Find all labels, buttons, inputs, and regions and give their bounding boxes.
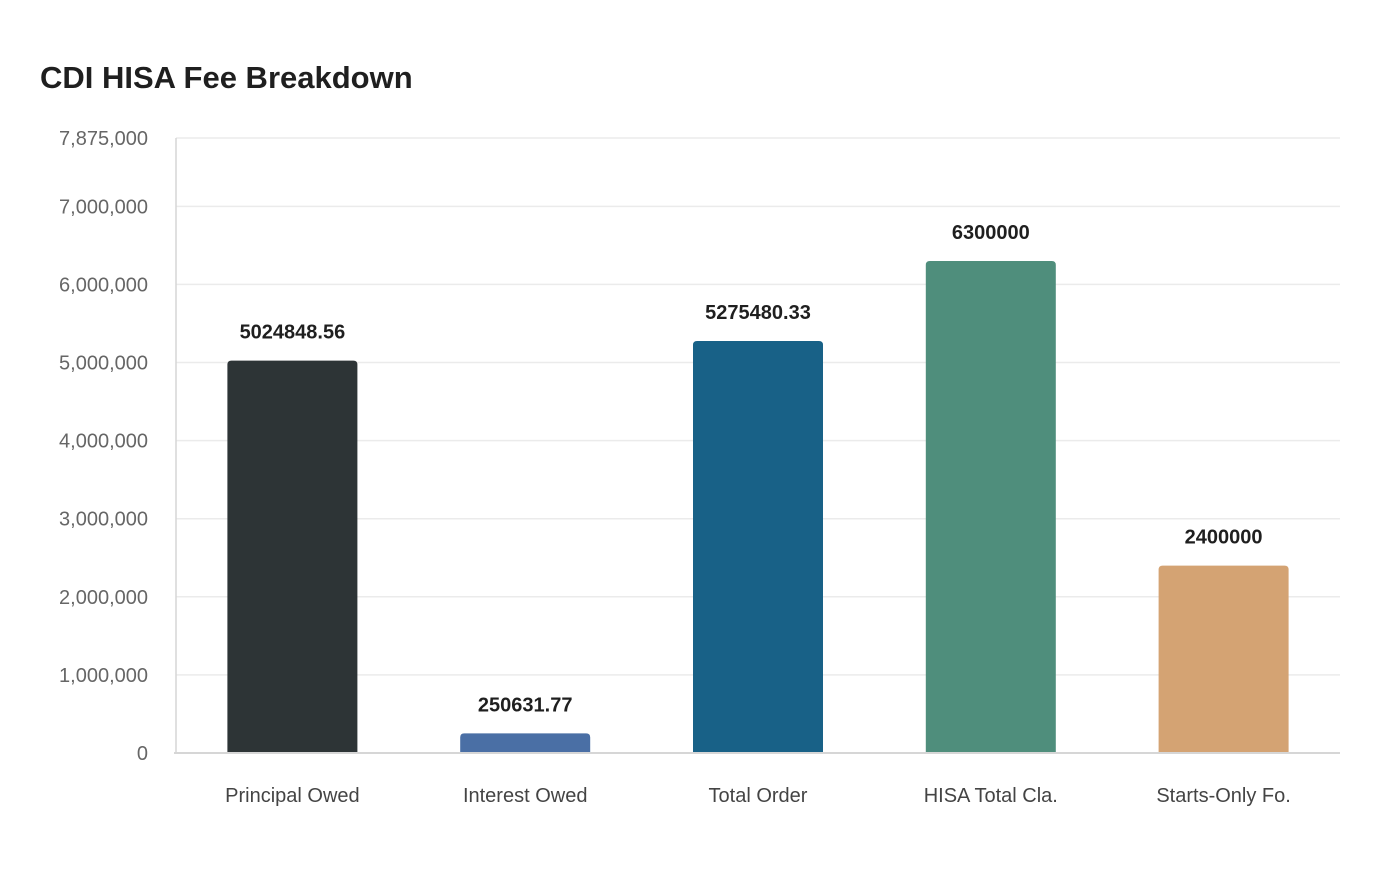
y-tick-label: 0	[137, 743, 148, 765]
y-tick-label: 1,000,000	[59, 665, 148, 687]
x-tick-label: HISA Total Cla.	[924, 785, 1058, 807]
y-tick-label: 3,000,000	[59, 509, 148, 531]
y-tick-label: 7,000,000	[59, 196, 148, 218]
x-tick-label: Total Order	[709, 785, 808, 807]
bar	[925, 261, 1056, 753]
bar	[227, 360, 358, 753]
y-tick-label: 7,875,000	[59, 128, 148, 150]
data-label: 5275480.33	[705, 302, 811, 324]
y-tick-label: 5,000,000	[59, 353, 148, 375]
bar	[1158, 565, 1289, 753]
chart-title: CDI HISA Fee Breakdown	[40, 60, 413, 95]
x-tick-label: Starts-Only Fo.	[1156, 785, 1290, 807]
y-tick-label: 6,000,000	[59, 274, 148, 296]
data-label: 6300000	[952, 222, 1030, 244]
data-label: 2400000	[1185, 527, 1263, 549]
x-tick-label: Principal Owed	[225, 785, 360, 807]
bar	[460, 733, 591, 753]
y-tick-label: 4,000,000	[59, 431, 148, 453]
bar	[693, 341, 823, 753]
data-label: 5024848.56	[240, 322, 346, 344]
y-tick-label: 2,000,000	[59, 587, 148, 609]
data-label: 250631.77	[478, 694, 573, 716]
x-tick-label: Interest Owed	[463, 785, 588, 807]
